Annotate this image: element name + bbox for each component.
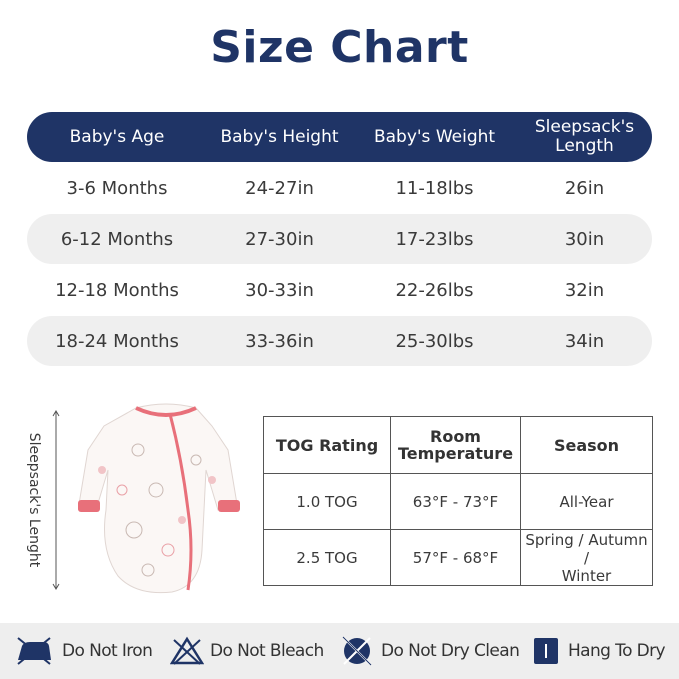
table-row: 2.5 TOG 57°F - 68°F Spring / Autumn / Wi… bbox=[263, 529, 653, 586]
header-weight: Baby's Weight bbox=[373, 126, 496, 147]
age-cell: 18-24 Months bbox=[55, 330, 179, 352]
sleepsack-image bbox=[78, 403, 240, 594]
height-cell: 27-30in bbox=[245, 228, 314, 250]
size-chart-table: Baby's Age Baby's Height Baby's Weight S… bbox=[27, 112, 652, 366]
care-item-iron: Do Not Iron bbox=[14, 623, 153, 679]
season-cell: Spring / Autumn / Winter bbox=[520, 529, 653, 586]
care-label: Do Not Dry Clean bbox=[381, 641, 520, 661]
age-cell: 6-12 Months bbox=[60, 228, 174, 250]
age-cell: 3-6 Months bbox=[66, 177, 168, 199]
height-cell: 33-36in bbox=[245, 330, 314, 352]
season-cell: All-Year bbox=[520, 473, 653, 530]
care-label: Do Not Bleach bbox=[210, 641, 324, 661]
table-row: 3-6 Months 24-27in 11-18lbs 26in bbox=[27, 163, 652, 213]
header-age: Baby's Age bbox=[69, 126, 165, 147]
length-cell: 32in bbox=[564, 279, 605, 301]
header-height: Baby's Height bbox=[220, 126, 339, 147]
care-item-dry-clean: Do Not Dry Clean bbox=[341, 623, 520, 679]
tog-rating-cell: 1.0 TOG bbox=[263, 473, 391, 530]
table-row: 12-18 Months 30-33in 22-26lbs 32in bbox=[27, 265, 652, 315]
header-length-line2: Length bbox=[555, 136, 614, 156]
length-cell: 26in bbox=[564, 177, 605, 199]
tog-header-season: Season bbox=[520, 416, 653, 474]
temperature-cell: 63°F - 73°F bbox=[390, 473, 521, 530]
table-row: 1.0 TOG 63°F - 73°F All-Year bbox=[263, 473, 653, 530]
season-line2: Winter bbox=[561, 566, 612, 585]
care-instructions-bar: Do Not Iron Do Not Bleach Do Not Dry Cle… bbox=[0, 623, 679, 679]
care-label: Do Not Iron bbox=[62, 641, 153, 661]
age-cell: 12-18 Months bbox=[55, 279, 179, 301]
care-item-hang-dry: Hang To Dry bbox=[534, 623, 666, 679]
weight-cell: 22-26lbs bbox=[395, 279, 474, 301]
tog-header-room-temp: Room Temperature bbox=[390, 416, 521, 474]
no-iron-icon bbox=[17, 637, 51, 665]
no-dry-clean-icon bbox=[342, 636, 372, 666]
room-label: Room bbox=[430, 427, 481, 446]
tog-table: TOG Rating Room Temperature Season 1.0 T… bbox=[263, 416, 653, 586]
height-cell: 30-33in bbox=[245, 279, 314, 301]
care-item-bleach: Do Not Bleach bbox=[170, 623, 324, 679]
length-cell: 30in bbox=[564, 228, 605, 250]
care-label: Hang To Dry bbox=[568, 641, 666, 661]
season-line1: Spring / Autumn / bbox=[525, 530, 648, 567]
header-length-line1: Sleepsack's bbox=[534, 117, 635, 137]
length-cell: 34in bbox=[564, 330, 605, 352]
table-row: 18-24 Months 33-36in 25-30lbs 34in bbox=[27, 316, 652, 366]
weight-cell: 17-23lbs bbox=[395, 228, 474, 250]
tog-header-rating: TOG Rating bbox=[263, 416, 391, 474]
height-cell: 24-27in bbox=[245, 177, 314, 199]
size-table-header: Baby's Age Baby's Height Baby's Weight S… bbox=[27, 112, 652, 162]
table-row: 6-12 Months 27-30in 17-23lbs 30in bbox=[27, 214, 652, 264]
header-length: Sleepsack's Length bbox=[517, 118, 652, 156]
hang-dry-icon bbox=[534, 638, 558, 664]
temperature-cell: 57°F - 68°F bbox=[390, 529, 521, 586]
temperature-label: Temperature bbox=[397, 444, 514, 463]
page-title: Size Chart bbox=[210, 22, 469, 73]
weight-cell: 11-18lbs bbox=[395, 177, 474, 199]
length-arrow-icon bbox=[52, 410, 60, 590]
tog-rating-cell: 2.5 TOG bbox=[263, 529, 391, 586]
length-label: Sleepsack's Lenght bbox=[26, 432, 42, 568]
weight-cell: 25-30lbs bbox=[395, 330, 474, 352]
no-bleach-icon bbox=[170, 636, 204, 665]
